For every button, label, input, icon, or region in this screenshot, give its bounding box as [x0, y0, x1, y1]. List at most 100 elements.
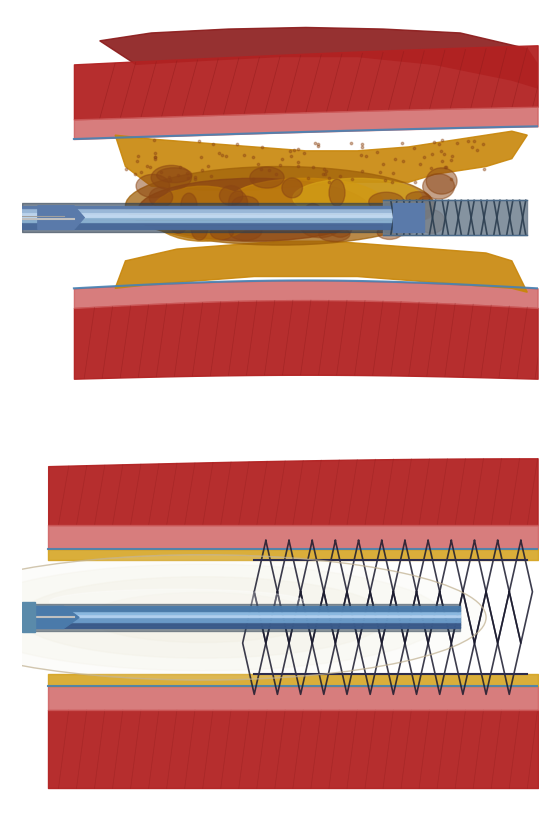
Point: [466, 140, 475, 154]
Point: [155, 144, 164, 157]
Point: [424, 152, 433, 166]
Point: [139, 139, 148, 152]
Ellipse shape: [191, 215, 208, 240]
Ellipse shape: [319, 227, 350, 242]
Point: [159, 148, 168, 161]
Ellipse shape: [228, 178, 383, 226]
Point: [163, 164, 172, 177]
Point: [416, 158, 425, 171]
Point: [394, 153, 403, 166]
Point: [337, 167, 346, 181]
Point: [201, 146, 210, 160]
Point: [268, 133, 277, 146]
Ellipse shape: [426, 168, 457, 194]
Point: [240, 171, 249, 185]
Point: [274, 154, 283, 167]
Point: [451, 133, 460, 146]
Ellipse shape: [305, 204, 321, 217]
Ellipse shape: [136, 175, 170, 197]
Point: [177, 147, 186, 161]
Ellipse shape: [423, 174, 455, 199]
Point: [459, 173, 468, 186]
Point: [144, 151, 153, 165]
Point: [211, 160, 220, 173]
Point: [427, 143, 436, 156]
Polygon shape: [100, 28, 538, 88]
Point: [298, 143, 307, 156]
Point: [466, 158, 475, 171]
Point: [478, 155, 487, 168]
Point: [175, 166, 184, 180]
Point: [171, 157, 180, 171]
Ellipse shape: [228, 191, 248, 216]
Point: [442, 139, 451, 152]
Point: [153, 141, 162, 155]
Ellipse shape: [253, 212, 290, 229]
Point: [232, 156, 241, 170]
Point: [153, 135, 162, 149]
Point: [337, 157, 346, 171]
Point: [160, 142, 169, 155]
Ellipse shape: [151, 186, 254, 242]
Ellipse shape: [282, 178, 302, 198]
Point: [170, 155, 179, 168]
Point: [349, 165, 358, 178]
Point: [310, 155, 319, 168]
Ellipse shape: [211, 225, 234, 240]
Point: [464, 154, 473, 167]
Point: [446, 142, 455, 155]
Point: [412, 161, 421, 174]
Point: [366, 171, 375, 185]
Point: [233, 143, 242, 156]
Ellipse shape: [293, 178, 422, 217]
Ellipse shape: [149, 187, 172, 207]
Ellipse shape: [181, 193, 197, 219]
Point: [307, 145, 316, 158]
Point: [258, 158, 267, 171]
Ellipse shape: [0, 564, 444, 670]
Ellipse shape: [49, 589, 305, 614]
Ellipse shape: [377, 226, 402, 239]
Point: [281, 140, 290, 154]
Point: [284, 166, 293, 180]
Polygon shape: [115, 131, 528, 190]
Point: [201, 135, 210, 149]
Ellipse shape: [151, 166, 192, 190]
Point: [332, 174, 340, 187]
Point: [221, 150, 230, 163]
Point: [341, 174, 350, 187]
Point: [356, 161, 365, 174]
Point: [337, 142, 346, 155]
Point: [419, 156, 428, 170]
Ellipse shape: [90, 593, 316, 643]
Polygon shape: [38, 206, 84, 229]
Point: [318, 163, 327, 176]
Point: [440, 135, 449, 148]
Point: [239, 147, 248, 161]
Ellipse shape: [250, 167, 284, 188]
Point: [314, 154, 323, 167]
Point: [199, 139, 208, 152]
Point: [446, 166, 455, 180]
Ellipse shape: [419, 210, 445, 233]
Ellipse shape: [416, 196, 435, 219]
Point: [424, 171, 433, 185]
Ellipse shape: [406, 191, 430, 205]
Ellipse shape: [18, 577, 387, 658]
Ellipse shape: [229, 222, 262, 241]
Point: [152, 152, 161, 166]
Point: [191, 148, 200, 161]
Polygon shape: [115, 241, 528, 293]
Point: [125, 166, 134, 179]
Ellipse shape: [380, 216, 419, 236]
Ellipse shape: [138, 178, 370, 241]
Point: [200, 169, 209, 182]
Point: [384, 133, 393, 146]
Point: [422, 168, 431, 181]
Point: [368, 147, 377, 161]
Point: [305, 142, 314, 155]
Point: [388, 140, 397, 154]
Ellipse shape: [220, 186, 243, 206]
Point: [157, 156, 166, 170]
Ellipse shape: [0, 555, 486, 681]
